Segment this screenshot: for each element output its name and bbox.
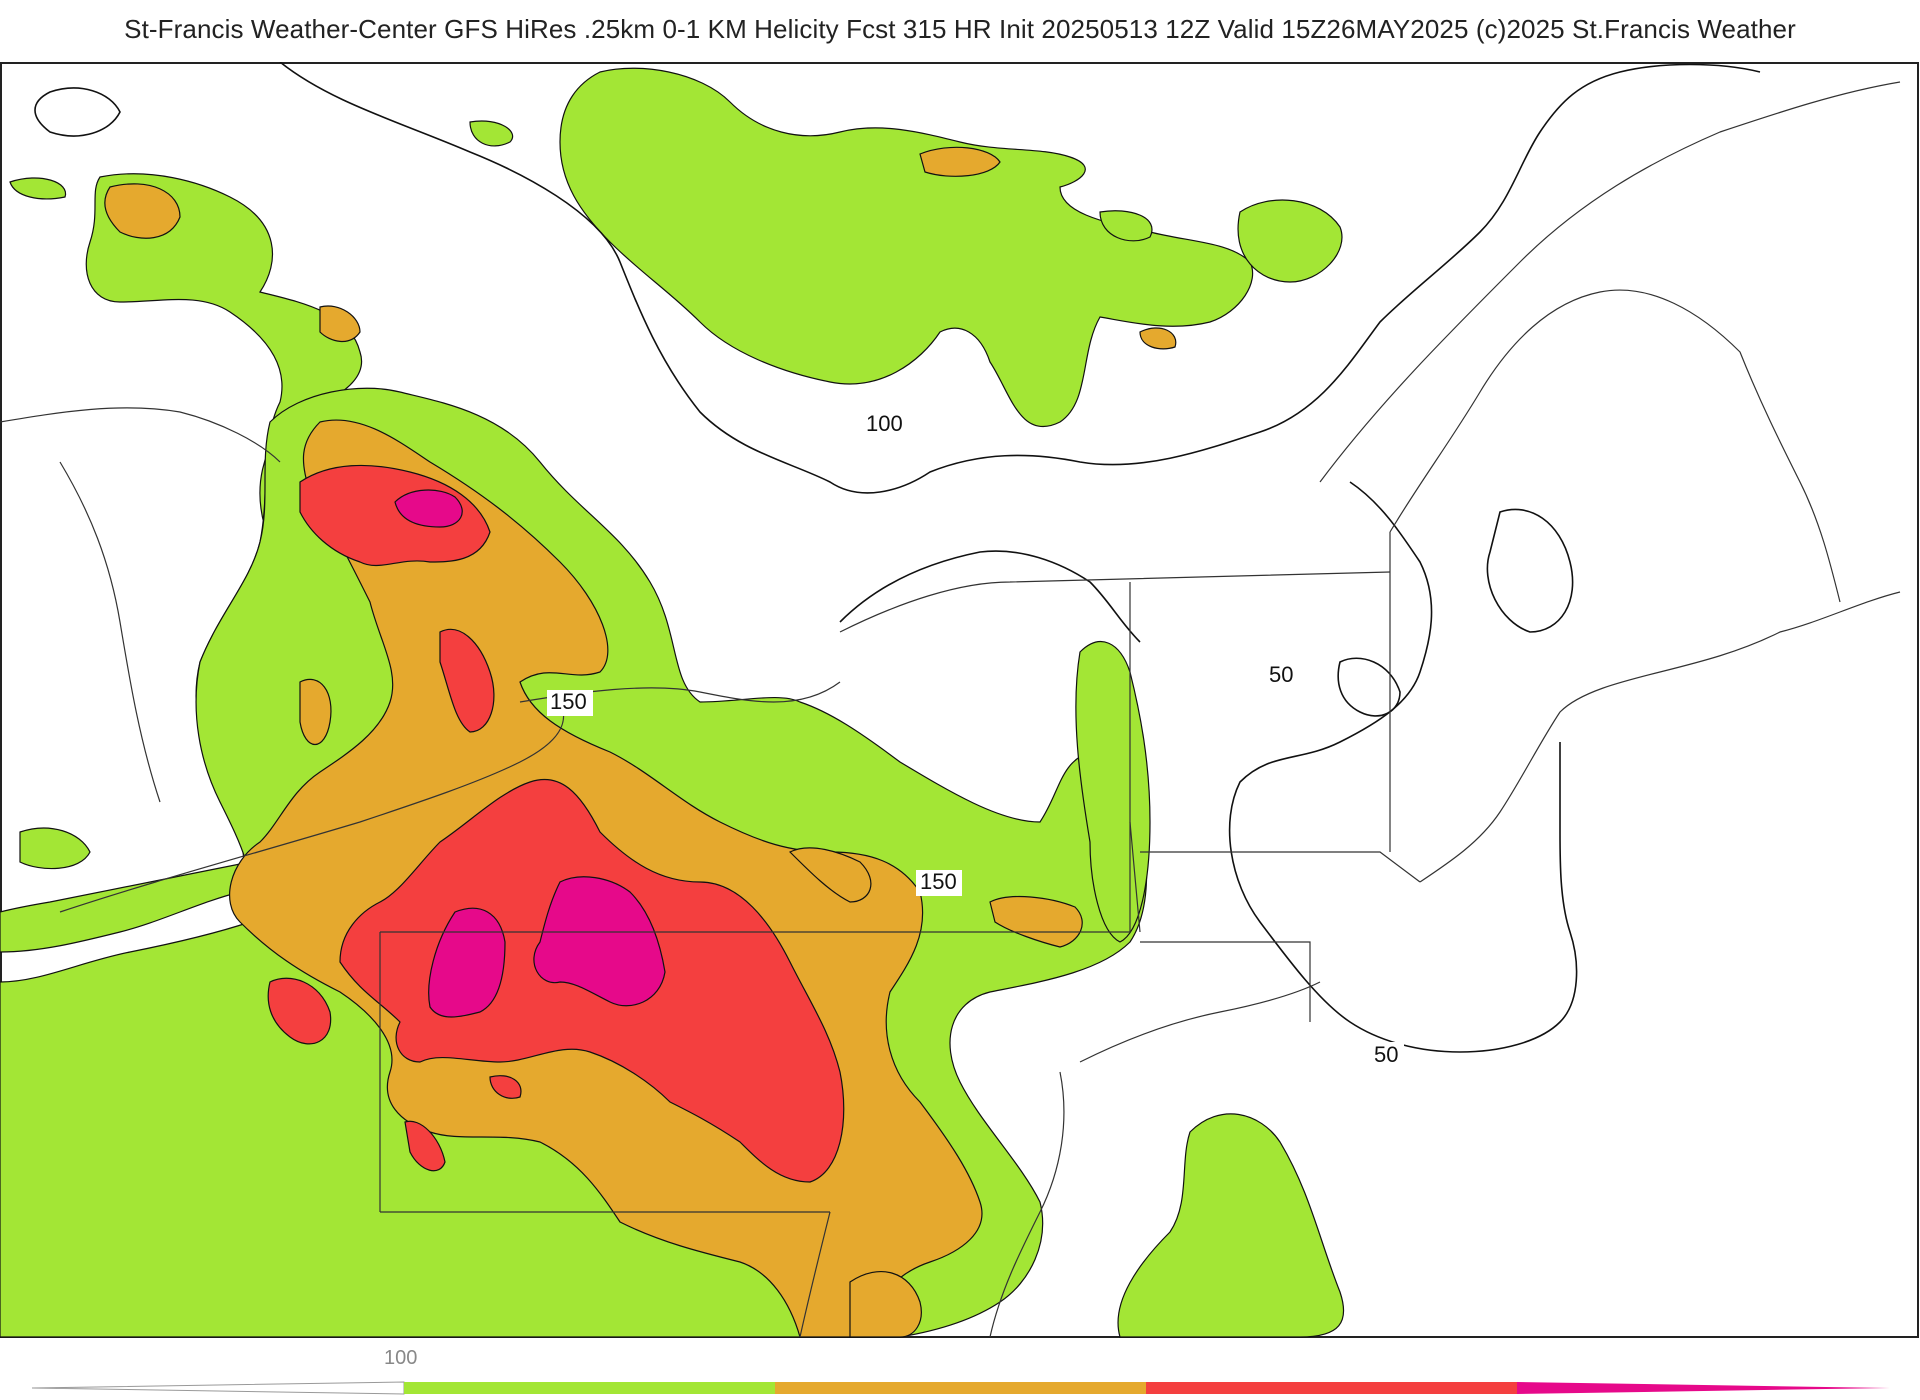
border-ny-pa (380, 822, 1131, 933)
legend-tick-100: 100 (384, 1347, 417, 1369)
contour-line-nw (34, 87, 121, 137)
contour-label-150-north: 150 (550, 689, 587, 714)
helicity-250-fill (394, 489, 666, 1018)
border-maine (1389, 289, 1841, 603)
border-ny-vt (1129, 582, 1141, 933)
coastline-lake-huron (59, 461, 161, 803)
border-st-lawrence (1319, 81, 1901, 483)
red-region-small-1 (489, 1075, 522, 1099)
legend-wedge-left (31, 1381, 405, 1395)
map-title: St-Francis Weather-Center GFS HiRes .25k… (124, 14, 1796, 44)
orange-region-nw-1 (104, 183, 181, 239)
helicity-contours (34, 62, 1761, 1053)
green-region-southeast (1117, 1113, 1345, 1338)
contour-label-150-east: 150 (920, 869, 957, 894)
orange-region-ne (1139, 327, 1177, 350)
green-region-west-small (19, 827, 91, 870)
border-canada-ny (839, 571, 1391, 633)
contour-line-central (839, 550, 1141, 643)
contour-label-50-south: 50 (1374, 1042, 1398, 1067)
legend-swatch-100 (404, 1382, 775, 1394)
contour-line-ne-loop (1486, 508, 1574, 633)
green-region-small-1 (1099, 210, 1153, 242)
green-region-north (559, 67, 1254, 428)
legend-wedge-right (1517, 1382, 1890, 1394)
coastline-upper-michigan (0, 407, 281, 463)
helicity-map: 100 150 150 50 50 (0, 62, 1919, 1338)
red-region-small-2 (404, 1120, 446, 1172)
border-ma (1140, 851, 1421, 883)
contour-label-100: 100 (866, 411, 903, 436)
contour-line-east-loop (1337, 657, 1401, 717)
border-ct (1140, 941, 1311, 1022)
contour-labels: 100 150 150 50 50 (547, 410, 1404, 1068)
color-legend: 100 (31, 1347, 1890, 1395)
state-borders (0, 81, 1901, 1338)
legend-swatch-200 (1146, 1382, 1517, 1394)
coastline-east (1419, 591, 1901, 883)
orange-region-north (919, 146, 1001, 177)
green-region-small-3 (9, 177, 67, 200)
contour-label-50-north: 50 (1269, 662, 1293, 687)
orange-region-se (849, 1271, 922, 1338)
orange-region-east-2 (788, 847, 872, 903)
red-region-west (267, 977, 332, 1045)
magenta-region-north (394, 489, 463, 528)
green-region-northeast (1237, 199, 1343, 283)
legend-swatch-150 (775, 1382, 1146, 1394)
orange-region-nw-2 (319, 305, 361, 342)
orange-region-nw-3 (299, 678, 332, 745)
contour-line-50-east (1228, 481, 1578, 1053)
red-region-north-2 (439, 628, 495, 733)
red-region-north (299, 464, 491, 567)
border-lake-erie (59, 701, 565, 913)
coastline-nj (989, 1071, 1065, 1338)
magenta-region-main (533, 876, 666, 1007)
green-region-small-2 (469, 120, 514, 147)
orange-region-east-small (989, 895, 1083, 948)
magenta-region-west (428, 907, 506, 1018)
coastline-chesapeake (799, 1211, 831, 1338)
contour-line-100 (279, 62, 1761, 494)
coastline-longisland (1079, 981, 1321, 1063)
